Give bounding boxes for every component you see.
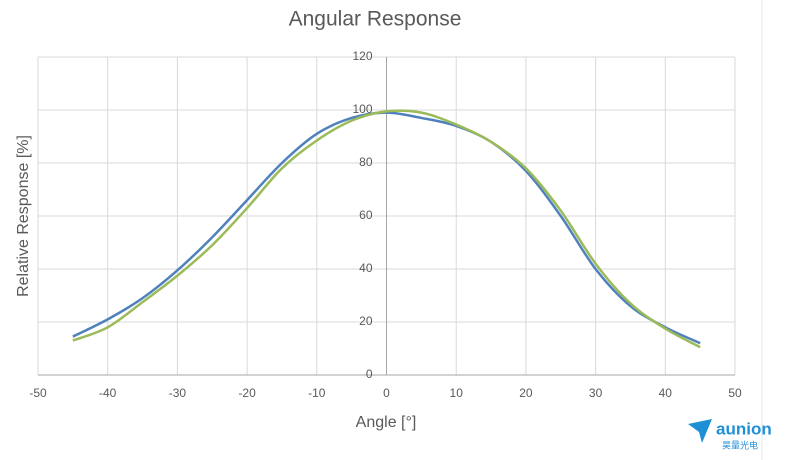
- y-tick-label: 100: [352, 102, 372, 116]
- x-tick-label: 20: [519, 386, 533, 400]
- x-tick-label: 10: [450, 386, 464, 400]
- x-tick-label: -10: [308, 386, 326, 400]
- y-tick-label: 0: [366, 367, 373, 381]
- logo-subtitle: 昊量光电: [722, 439, 758, 450]
- y-tick-label: 60: [359, 208, 373, 222]
- logo-name: aunion: [716, 419, 772, 438]
- chart-title: Angular Response: [289, 8, 462, 31]
- x-tick-label: 30: [589, 386, 603, 400]
- x-tick-label: -50: [29, 386, 47, 400]
- x-tick-label: -20: [238, 386, 256, 400]
- series-line: [72, 111, 701, 345]
- y-tick-label: 80: [359, 155, 373, 169]
- x-tick-label: 0: [383, 386, 390, 400]
- logo-icon: [688, 419, 712, 443]
- y-tick-label: 40: [359, 261, 373, 275]
- x-tick-label: 50: [728, 386, 742, 400]
- x-axis-label: Angle [°]: [356, 414, 417, 431]
- series-line: [72, 109, 701, 349]
- y-axis-label: Relative Response [%]: [15, 135, 32, 297]
- x-tick-label: -40: [99, 386, 117, 400]
- x-tick-label: -30: [169, 386, 187, 400]
- x-tick-label: 40: [659, 386, 673, 400]
- y-tick-label: 120: [352, 49, 372, 63]
- y-tick-label: 20: [359, 314, 373, 328]
